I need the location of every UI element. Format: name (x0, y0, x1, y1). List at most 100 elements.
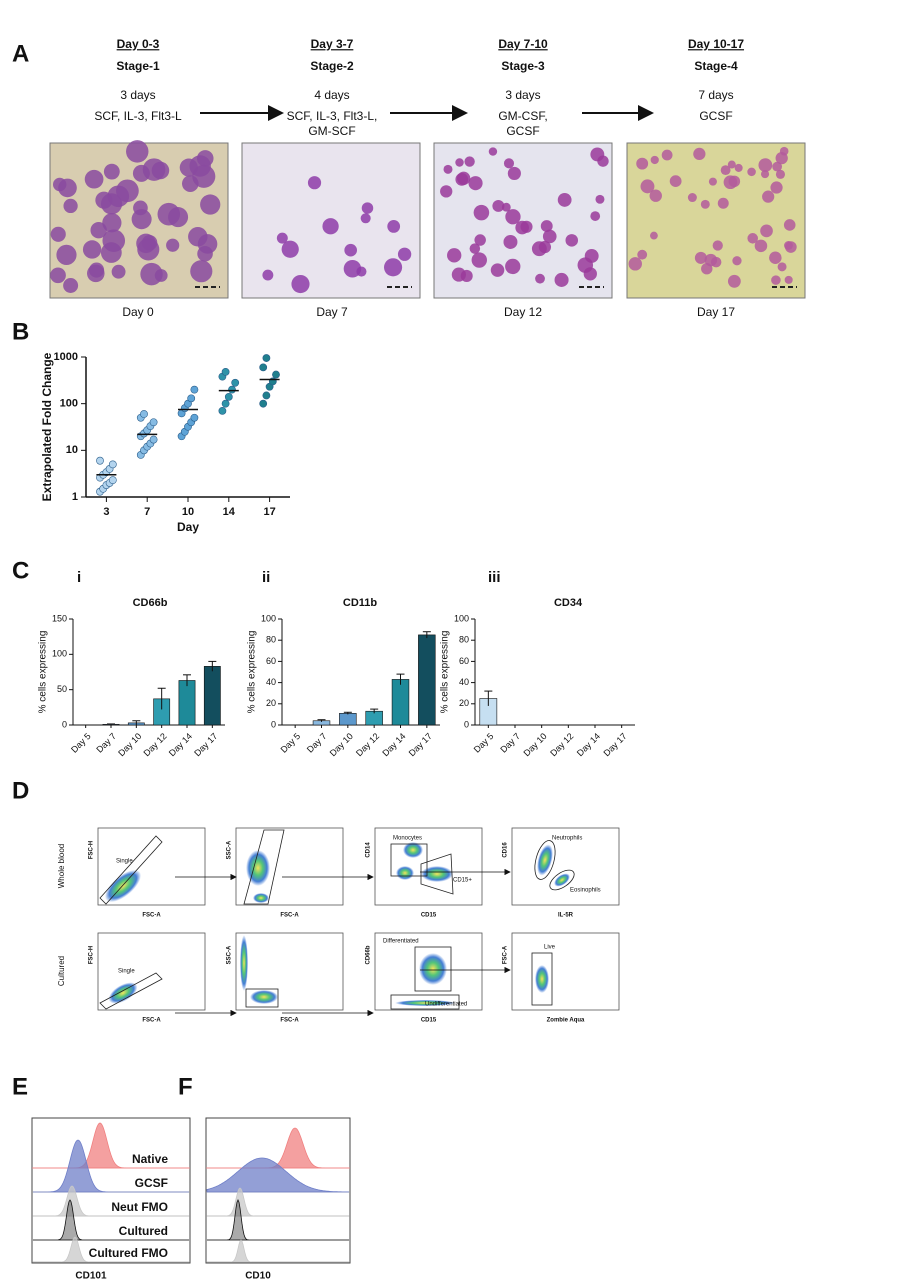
cell (131, 209, 152, 230)
data-point (149, 418, 158, 427)
y-tick-label: 0 (62, 719, 67, 729)
gate (390, 843, 454, 895)
chart-label: ii (262, 569, 270, 586)
cell (770, 181, 783, 194)
chart-title: CD66b (133, 597, 168, 609)
stage-days: Day 10-17 (688, 37, 744, 51)
gate-label: Neutrophils (552, 836, 582, 842)
cell (188, 227, 208, 247)
cell (694, 251, 707, 264)
cell (505, 209, 521, 225)
cell (637, 249, 648, 260)
stage-factors: GCSF (699, 109, 732, 123)
cell (540, 220, 553, 233)
population (253, 893, 269, 903)
cell (503, 158, 515, 169)
cell (103, 163, 120, 180)
cell (650, 231, 658, 240)
data-point (231, 378, 240, 387)
histogram (207, 1127, 349, 1169)
cell (126, 140, 149, 163)
cell (111, 264, 126, 279)
cell (291, 274, 310, 294)
data-point (96, 456, 104, 465)
gate (99, 835, 163, 905)
cell (490, 263, 505, 277)
bar (418, 634, 436, 726)
cell (473, 204, 490, 221)
x-tick-label: Day 17 (407, 731, 434, 758)
cell (505, 258, 521, 275)
stage-factors: GM-SCF (308, 124, 355, 138)
y-tick-label: 100 (454, 613, 469, 623)
chart-title: CD34 (554, 597, 583, 609)
y-tick-label: 20 (266, 698, 276, 708)
x-tick-label: 10 (182, 506, 194, 518)
cell (597, 155, 609, 167)
row-label: Cultured (57, 956, 66, 986)
cell (344, 243, 357, 257)
cell (628, 257, 642, 271)
bar (339, 713, 357, 726)
y-tick-label: 1 (72, 491, 78, 503)
chart-label: iii (488, 569, 501, 586)
cell (760, 224, 773, 238)
track-label: Cultured (119, 1224, 168, 1238)
cell (190, 260, 213, 283)
cell (102, 229, 126, 252)
gate-label: Monocytes (393, 836, 422, 842)
x-axis-label: CD15 (421, 1018, 437, 1024)
x-tick-label: Day 12 (354, 731, 381, 758)
cell (276, 232, 288, 244)
cell (102, 213, 122, 233)
panel-label: B (12, 318, 29, 345)
population (396, 866, 414, 880)
population (395, 1000, 455, 1006)
data-point (228, 385, 236, 394)
x-tick-label: Day 5 (279, 731, 303, 755)
stage-factors: GM-CSF, (498, 109, 547, 123)
x-tick-label: Day 7 (498, 731, 522, 755)
histogram (33, 1122, 189, 1169)
x-tick-label: Day 5 (69, 731, 93, 755)
stage-factors: SCF, IL-3, Flt3-L (94, 109, 182, 123)
stage-name: Stage-3 (501, 59, 545, 73)
gate (245, 988, 279, 1008)
x-tick-label: Day 5 (472, 731, 496, 755)
stage-duration: 7 days (698, 88, 733, 102)
cell (397, 247, 412, 261)
gate (390, 946, 460, 1010)
cell (727, 160, 736, 169)
population (421, 866, 453, 882)
cell (200, 194, 221, 215)
cell (50, 267, 66, 284)
population (537, 844, 553, 876)
cell (443, 164, 453, 174)
track-label: Neut FMO (111, 1200, 168, 1214)
image-label: Day 7 (316, 305, 348, 319)
row-label: Whole blood (57, 844, 66, 888)
cell (717, 197, 729, 209)
x-axis-label: FSC-A (142, 913, 161, 919)
data-point (221, 399, 230, 408)
flow-plot (511, 827, 620, 906)
x-tick-label: Day 14 (167, 731, 194, 758)
gate (531, 952, 553, 1006)
cell (154, 269, 168, 282)
cell (758, 158, 773, 173)
cell (440, 185, 453, 198)
cell (649, 189, 662, 202)
cell (557, 193, 572, 207)
cell (762, 190, 775, 203)
stage-days: Day 7-10 (498, 37, 548, 51)
data-point (108, 460, 117, 469)
cell (451, 267, 466, 282)
cell (775, 169, 786, 179)
gate-label: CD15+ (453, 878, 472, 884)
track-label: Native (132, 1152, 168, 1166)
cell (488, 147, 498, 156)
population (419, 953, 447, 985)
y-tick-label: 40 (266, 677, 276, 687)
chart-title: CD11b (343, 597, 378, 609)
cell (468, 176, 483, 191)
